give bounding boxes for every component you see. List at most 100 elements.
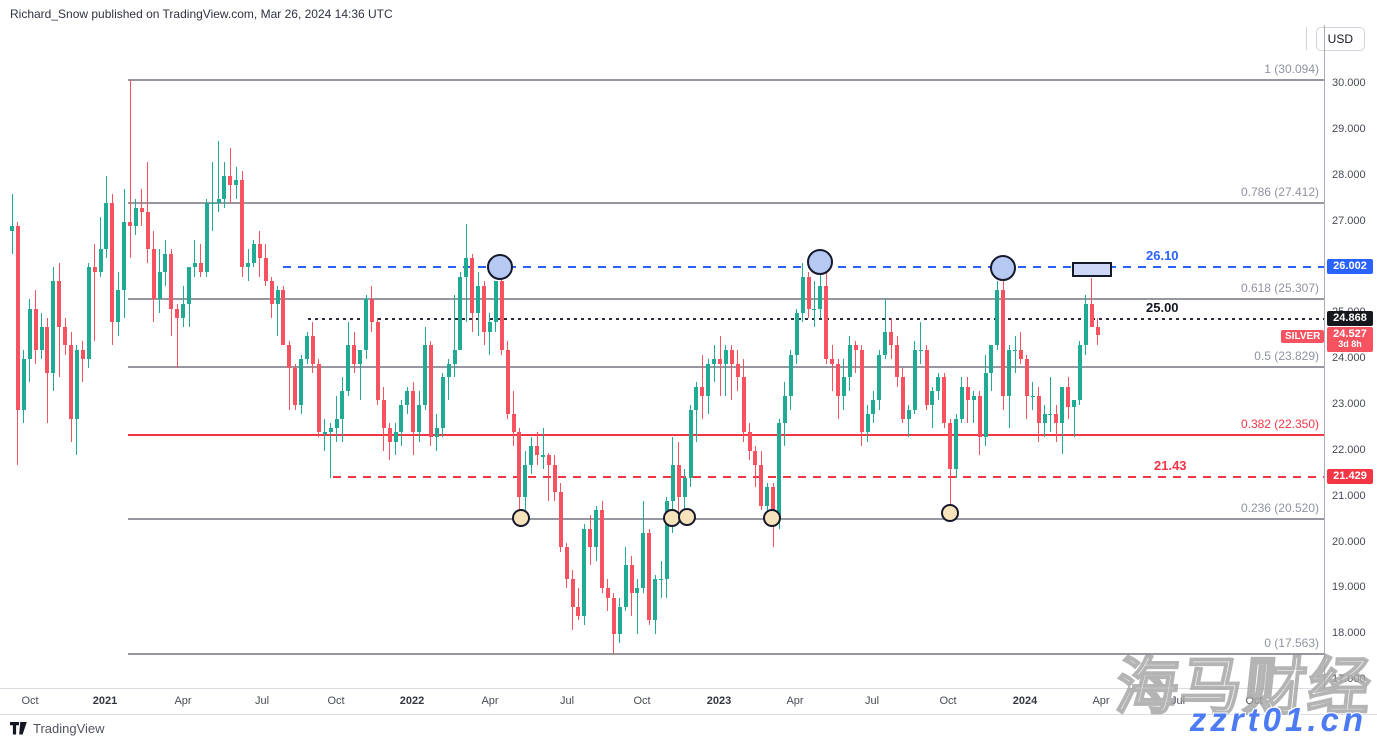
candle-body [841,377,846,396]
candle-body [700,386,705,396]
candle-body [128,221,132,227]
candle-body [446,363,451,378]
candle-body [906,409,911,419]
candle-body [1072,400,1076,408]
candle-body [641,533,646,589]
candle-body [187,267,191,305]
level-line-25-00-label: 25.00 [1146,300,1179,316]
candle-body [98,249,103,272]
candle-body [794,313,799,355]
candle-body [104,203,109,250]
candle-body [600,510,604,589]
candle-wick [1055,404,1057,442]
candle-wick [330,423,332,479]
candle-body [10,226,14,231]
candle-body [86,267,91,360]
candle-body [611,597,616,635]
fib-level-label: 0.382 (22.350) [1240,416,1319,431]
support-line-21-43[interactable] [333,475,1325,478]
candle-body [723,349,728,364]
fib-level-line[interactable] [128,298,1325,301]
candle-body [340,391,345,419]
candle-wick [713,345,715,383]
time-axis-line [0,688,1326,689]
candle-body [1007,349,1012,396]
candle-body [1089,304,1094,327]
support-touch-circle[interactable] [512,509,530,528]
time-tick-label: Oct [327,695,345,707]
resistance-touch-circle[interactable] [990,254,1016,281]
support-touch-circle[interactable] [678,507,696,526]
time-tick-label: Apr [1092,695,1110,707]
candle-body [1048,414,1053,416]
candle-wick [884,299,886,360]
price-tick-label: 29.000 [1332,122,1366,135]
candle-body [1095,327,1100,335]
candle-body [169,253,174,309]
candle-body [847,345,852,378]
candle-body [788,354,793,396]
candle-body [505,349,510,415]
recent-high-rectangle[interactable] [1072,261,1112,277]
time-tick-label: Jul [559,695,575,707]
candle-body [334,418,339,428]
time-axis[interactable]: Oct 2021 Apr Jul Oct 2022 Apr Jul Oct 2023 Apr Jul O… [0,693,1377,711]
fib-level-line[interactable] [128,517,1325,520]
candle-body [1066,386,1071,408]
toolbar-divider [1306,27,1307,50]
currency-selector-button[interactable]: USD [1315,27,1365,51]
fib-level-line[interactable] [128,365,1325,368]
fib-level-line[interactable] [128,653,1325,656]
candle-body [977,395,982,438]
candle-body [771,487,776,520]
candle-wick [725,345,727,396]
time-tick-label: Apr [174,695,192,707]
candle-body [664,501,669,580]
price-tick-label: 20.000 [1332,535,1366,548]
candle-body [228,175,233,185]
resistance-touch-circle[interactable] [487,253,513,280]
candle-body [440,377,445,428]
candle-body [818,285,823,309]
candle-body [735,363,740,378]
price-axis[interactable]: 30.00029.00028.00027.00026.00025.00024.0… [1326,25,1377,705]
candle-wick [359,349,361,401]
tradingview-logo-text[interactable]: TradingView [33,721,105,736]
candle-body [33,308,38,350]
candle-body [411,391,416,433]
candle-body [747,432,752,451]
candle-wick [577,588,579,621]
candle-wick [218,141,219,213]
fib-level-line[interactable] [128,78,1325,81]
support-touch-circle[interactable] [763,509,781,528]
watermark-url-text: zzrt01.cn [1189,701,1367,738]
resistance-touch-circle[interactable] [807,248,833,275]
candle-wick [454,294,455,378]
candle-body [1013,349,1017,352]
candle-body [718,359,722,364]
candle-body [1077,345,1082,401]
candle-body [417,404,422,433]
tradingview-logo-icon[interactable] [10,722,27,735]
candle-body [39,327,44,350]
candle-body [122,221,127,291]
level-line-25-00[interactable] [308,318,1325,321]
price-axis-badge: 26.002 [1327,259,1373,275]
candle-body [364,299,368,350]
candle-body [198,262,203,272]
candle-body [836,363,840,396]
candle-body [151,249,156,300]
candle-wick [855,340,857,373]
fib-level-label: 0 (17.563) [1264,636,1319,651]
bottom-bar: TradingView [10,721,105,736]
fib-level-line[interactable] [128,201,1325,204]
candle-body [676,464,681,497]
candle-body [499,281,504,350]
candle-body [116,290,121,323]
time-tick-label: 2023 [706,695,732,707]
resistance-line-26-10[interactable] [283,266,1325,269]
support-touch-circle[interactable] [941,504,959,523]
price-axis-line [1324,25,1325,688]
fib-level-line[interactable] [128,433,1325,436]
